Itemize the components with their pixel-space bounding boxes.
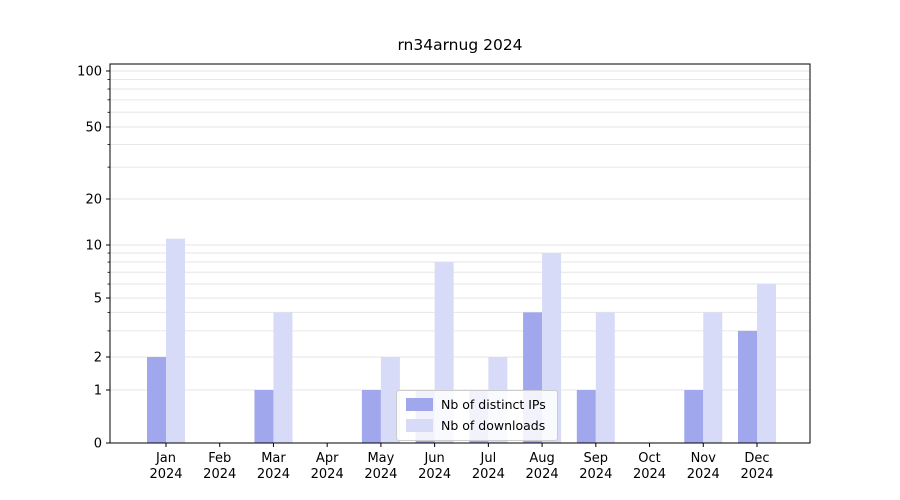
y-tick-label: 2: [94, 351, 102, 366]
legend-label: Nb of downloads: [441, 418, 546, 433]
bar-distinct-ips: [684, 390, 704, 443]
x-tick-label-year: 2024: [203, 467, 236, 482]
legend-entry: Nb of distinct IPs: [406, 397, 546, 412]
x-tick-label-year: 2024: [149, 467, 182, 482]
x-tick-label-year: 2024: [257, 467, 290, 482]
x-tick-label-month: Mar: [261, 451, 286, 466]
x-tick-label-month: May: [367, 451, 394, 466]
y-tick-label: 10: [85, 239, 102, 254]
legend-swatch-distinct-ips: [406, 398, 433, 411]
x-tick-label-year: 2024: [472, 467, 505, 482]
legend-swatch-downloads: [406, 419, 433, 432]
chart-legend: Nb of distinct IPs Nb of downloads: [396, 390, 558, 441]
y-tick-label: 5: [94, 292, 102, 307]
x-tick-label-month: Nov: [691, 451, 717, 466]
x-tick-label-year: 2024: [687, 467, 720, 482]
x-tick-label-month: Jun: [423, 451, 444, 466]
x-tick-label-year: 2024: [740, 467, 773, 482]
bar-distinct-ips: [361, 390, 381, 443]
y-tick-label: 1: [94, 384, 102, 399]
legend-entry: Nb of downloads: [406, 418, 546, 433]
x-tick-label-year: 2024: [526, 467, 559, 482]
plot-border: [109, 63, 811, 444]
bar-downloads: [166, 238, 185, 443]
x-tick-label-year: 2024: [418, 467, 451, 482]
y-tick-label: 100: [77, 65, 102, 80]
bar-downloads: [703, 312, 723, 443]
bar-distinct-ips: [576, 390, 596, 443]
x-tick-label-month: Oct: [638, 451, 660, 466]
y-tick-label: 50: [85, 121, 102, 136]
x-tick-label-month: Sep: [584, 451, 609, 466]
bar-distinct-ips: [254, 390, 274, 443]
y-tick-label: 20: [85, 193, 102, 208]
x-tick-label-month: Apr: [316, 451, 339, 466]
chart-title: rn34arnug 2024: [397, 36, 523, 54]
bar-downloads: [273, 312, 293, 443]
bar-downloads: [757, 284, 776, 443]
bar-downloads: [595, 312, 615, 443]
x-tick-label-month: Aug: [529, 451, 554, 466]
y-tick-label: 0: [94, 437, 102, 452]
x-tick-label-month: Jul: [480, 451, 497, 466]
x-tick-label-year: 2024: [579, 467, 612, 482]
x-tick-label-year: 2024: [364, 467, 397, 482]
bar-downloads: [380, 357, 400, 443]
x-tick-label-year: 2024: [633, 467, 666, 482]
x-tick-label-month: Dec: [744, 451, 769, 466]
x-tick-label-month: Feb: [208, 451, 231, 466]
x-tick-label-year: 2024: [311, 467, 344, 482]
x-tick-label-month: Jan: [155, 451, 176, 466]
bar-distinct-ips: [738, 330, 757, 443]
bar-distinct-ips: [147, 357, 166, 443]
legend-label: Nb of distinct IPs: [441, 397, 546, 412]
